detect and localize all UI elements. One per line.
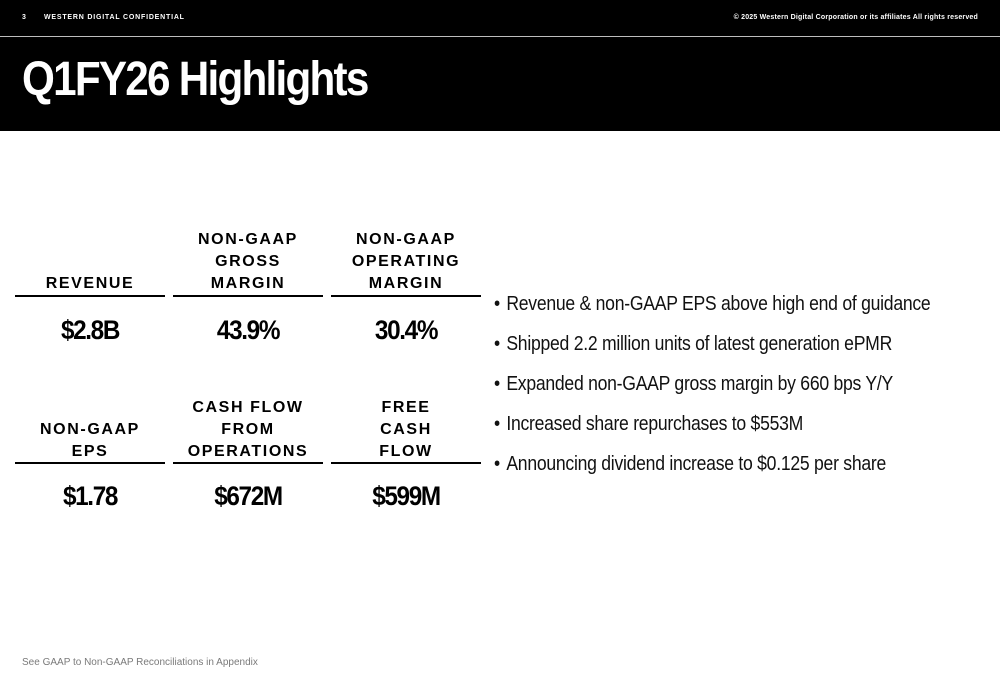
page-title: Q1FY26 Highlights (22, 53, 369, 106)
metric-label: FREE CASH FLOW (379, 399, 433, 460)
metric-value: 30.4% (374, 315, 439, 345)
metric-divider (331, 462, 481, 464)
header-divider (0, 36, 1000, 37)
metric-divider (15, 295, 165, 297)
metric-value: $599M (372, 481, 441, 511)
metric-divider (15, 462, 165, 464)
metric-label: NON-GAAP GROSS MARGIN (198, 231, 298, 292)
highlight-item: • Shipped 2.2 million units of latest gen… (494, 333, 893, 355)
footnote: See GAAP to Non-GAAP Reconciliations in … (22, 657, 258, 668)
highlight-item: • Increased share repurchases to $553M (494, 413, 804, 435)
highlight-item: • Expanded non-GAAP gross margin by 660 b… (494, 373, 893, 395)
copyright-notice: © 2025 Western Digital Corporation or it… (733, 14, 978, 21)
metric-label: NON-GAAP EPS (40, 421, 140, 460)
highlight-item: • Announcing dividend increase to $0.125 … (494, 453, 887, 475)
metric-label: REVENUE (45, 275, 135, 292)
highlights-list: • Revenue & non-GAAP EPS above high end o… (494, 284, 990, 484)
header-bar: 3 WESTERN DIGITAL CONFIDENTIAL © 2025 We… (0, 0, 1000, 131)
metric-label: NON-GAAP OPERATING MARGIN (351, 231, 461, 292)
metric-value: $1.78 (62, 481, 118, 511)
metric-value: $672M (214, 481, 283, 511)
metric-value: 43.9% (216, 315, 281, 345)
confidential-label: WESTERN DIGITAL CONFIDENTIAL (44, 14, 185, 21)
metric-divider (173, 462, 323, 464)
metric-value: $2.8B (60, 315, 120, 345)
metric-divider (173, 295, 323, 297)
metric-divider (331, 295, 481, 297)
page-number: 3 (22, 14, 27, 21)
metric-label: CASH FLOW FROM OPERATIONS (187, 399, 309, 460)
highlight-item: • Revenue & non-GAAP EPS above high end o… (494, 293, 931, 315)
